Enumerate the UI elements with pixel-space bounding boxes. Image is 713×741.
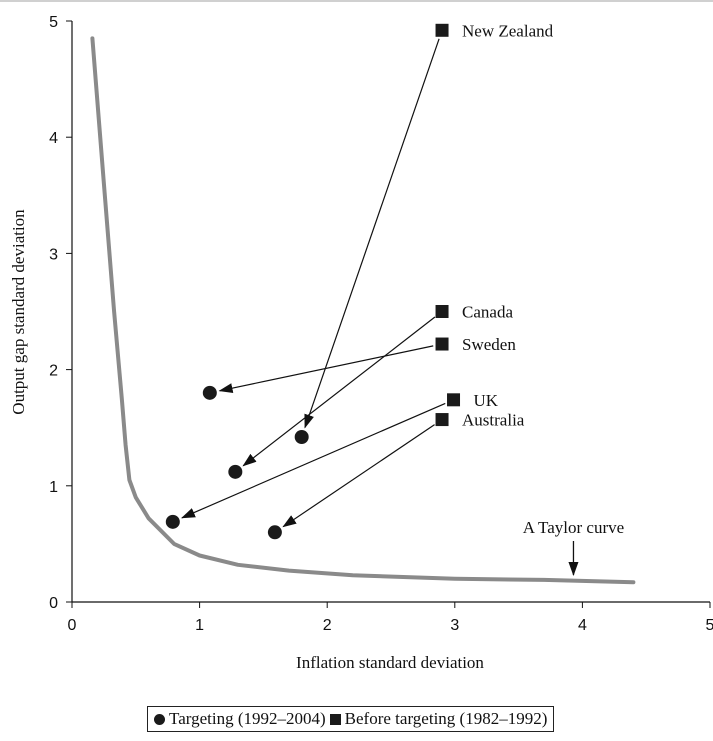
- before-point-sweden: [435, 337, 449, 351]
- before-point-canada: [435, 305, 449, 318]
- arrow-new-zealand: [304, 38, 440, 429]
- y-tick-label: 2: [49, 363, 58, 380]
- taylor-curve-label: A Taylor curve: [523, 518, 624, 537]
- country-label-new-zealand: New Zealand: [462, 21, 554, 40]
- y-tick-label: 0: [49, 595, 58, 612]
- x-tick-label: 1: [195, 617, 204, 634]
- targeting-point-uk: [165, 514, 180, 529]
- legend: Targeting (1992–2004) Before targeting (…: [147, 706, 555, 732]
- country-label-australia: Australia: [462, 411, 525, 430]
- y-tick-label: 1: [49, 479, 58, 496]
- legend-item-before: Before targeting (1982–1992): [328, 709, 548, 729]
- country-label-canada: Canada: [462, 303, 513, 322]
- circle-marker-icon: [154, 713, 165, 725]
- targeting-point-new-zealand: [294, 429, 309, 444]
- arrow-canada: [242, 316, 436, 467]
- legend-label-before: Before targeting (1982–1992): [344, 709, 548, 728]
- targeting-point-canada: [228, 464, 243, 479]
- x-tick-label: 4: [578, 617, 587, 634]
- top-rule: [0, 0, 713, 2]
- x-tick-label: 5: [706, 617, 713, 634]
- legend-label-targeting: Targeting (1992–2004): [169, 709, 326, 728]
- country-label-sweden: Sweden: [462, 335, 516, 354]
- arrow-uk: [181, 402, 446, 519]
- before-point-uk: [447, 393, 461, 407]
- y-tick-label: 5: [49, 14, 58, 31]
- arrow-australia: [282, 424, 435, 528]
- x-tick-label: 0: [68, 617, 77, 634]
- x-tick-label: 2: [323, 617, 332, 634]
- before-point-australia: [435, 413, 449, 427]
- y-tick-label: 3: [49, 246, 58, 263]
- x-tick-label: 3: [450, 617, 459, 634]
- square-marker-icon: [329, 713, 341, 725]
- taylor-curve-line: [90, 36, 636, 585]
- before-point-new-zealand: [435, 23, 449, 37]
- country-label-uk: UK: [474, 391, 499, 410]
- arrow-sweden: [218, 345, 434, 394]
- legend-item-targeting: Targeting (1992–2004): [154, 709, 326, 729]
- y-axis-title: Output gap standard deviation: [9, 209, 28, 415]
- y-tick-label: 4: [49, 130, 58, 147]
- targeting-point-sweden: [202, 385, 217, 400]
- targeting-point-australia: [267, 525, 282, 540]
- x-axis-title: Inflation standard deviation: [296, 653, 484, 672]
